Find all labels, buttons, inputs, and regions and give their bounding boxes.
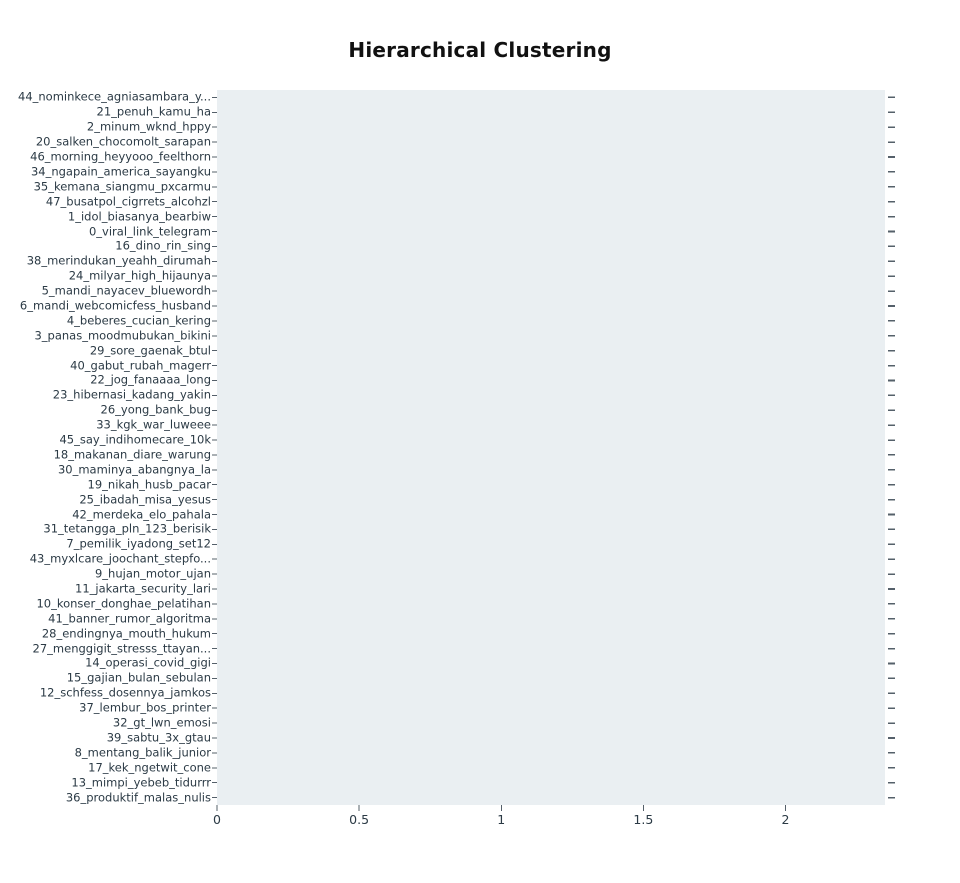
x-tick-label: 1.5	[633, 812, 654, 827]
leaf-label: 20_salken_chocomolt_sarapan	[35, 134, 211, 149]
leaf-label: 24_milyar_high_hijaunya	[68, 268, 211, 283]
leaf-label: 33_kgk_war_luweee	[96, 417, 211, 432]
leaf-label: 5_mandi_nayacev_bluewordh	[41, 283, 211, 298]
leaf-label: 2_minum_wknd_hppy	[86, 119, 211, 134]
leaf-label: 25_ibadah_misa_yesus	[79, 491, 211, 506]
leaf-label: 28_endingnya_mouth_hukum	[41, 625, 211, 640]
chart-title: Hierarchical Clustering	[348, 38, 612, 62]
leaf-label: 13_mimpi_yebeb_tidurrr	[71, 774, 211, 789]
leaf-label: 38_merindukan_yeahh_dirumah	[26, 253, 211, 268]
x-tick-label: 2	[781, 812, 790, 827]
leaf-label: 10_konser_donghae_pelatihan	[36, 596, 211, 611]
leaf-label: 23_hibernasi_kadang_yakin	[52, 387, 211, 402]
leaf-label: 21_penuh_kamu_ha	[96, 104, 211, 119]
leaf-label: 14_operasi_covid_gigi	[85, 655, 211, 670]
leaf-label: 32_gt_lwn_emosi	[112, 715, 211, 730]
leaf-label: 11_jakarta_security_lari	[75, 581, 211, 596]
leaf-label: 9_hujan_motor_ujan	[94, 566, 211, 581]
leaf-label: 35_kemana_siangmu_pxcarmu	[33, 179, 211, 194]
leaf-label: 17_kek_ngetwit_cone	[88, 760, 211, 774]
leaf-label-list: 44_nominkece_agniasambara_y... 21_penuh_k…	[0, 0, 211, 883]
leaf-label: 30_maminya_abangnya_la	[57, 462, 211, 477]
leaf-label: 37_lembur_bos_printer	[79, 700, 211, 715]
leaf-label: 36_produktif_malas_nulis	[65, 789, 211, 804]
leaf-label: 3_panas_moodmubukan_bikini	[34, 328, 211, 343]
leaf-label: 4_beberes_cucian_kering	[66, 313, 211, 328]
leaf-label: 15_gajian_bulan_sebulan	[66, 670, 211, 685]
leaf-label: 47_busatpol_cigrrets_alcohzl	[45, 193, 211, 208]
leaf-label: 41_banner_rumor_algoritma	[48, 611, 211, 626]
leaf-label: 16_dino_rin_sing	[115, 238, 211, 253]
x-tick-label: 0	[213, 812, 221, 827]
leaf-label: 27_menggigit_stresss_ttayan...	[32, 640, 211, 655]
leaf-label: 1_idol_biasanya_bearbiw	[67, 208, 211, 223]
leaf-label: 19_nikah_husb_pacar	[87, 476, 211, 491]
x-tick-label: 0.5	[349, 812, 370, 827]
plot-area	[217, 90, 885, 805]
x-tick-label: 1	[497, 812, 506, 827]
leaf-label: 43_myxlcare_joochant_stepfo...	[29, 551, 211, 566]
leaf-label: 42_merdeka_elo_pahala	[72, 506, 211, 521]
leaf-label: 44_nominkece_agniasambara_y...	[18, 89, 211, 104]
leaf-label: 46_morning_heyyooo_feelthorn	[30, 149, 211, 164]
leaf-label: 29_sore_gaenak_btul	[89, 342, 211, 357]
leaf-label: 6_mandi_webcomicfess_husband	[19, 298, 211, 313]
leaf-label: 12_schfess_dosennya_jamkos	[39, 685, 211, 700]
leaf-label: 18_makanan_diare_warung	[53, 447, 211, 462]
leaf-label: 8_mentang_balik_junior	[74, 745, 211, 760]
leaf-label: 26_yong_bank_bug	[100, 402, 212, 417]
leaf-label: 31_tetangga_pln_123_berisik	[43, 521, 211, 536]
leaf-label: 22_jog_fanaaaa_long	[90, 372, 211, 387]
leaf-label: 40_gabut_rubah_magerr	[70, 357, 211, 372]
leaf-label: 45_say_indihomecare_10k	[59, 432, 211, 447]
leaf-label: 0_viral_link_telegram	[88, 223, 211, 238]
leaf-label: 39_sabtu_3x_gtau	[106, 730, 211, 745]
leaf-label: 7_pemilik_iyadong_set12	[66, 536, 211, 551]
leaf-label: 34_ngapain_america_sayangku	[30, 164, 211, 179]
